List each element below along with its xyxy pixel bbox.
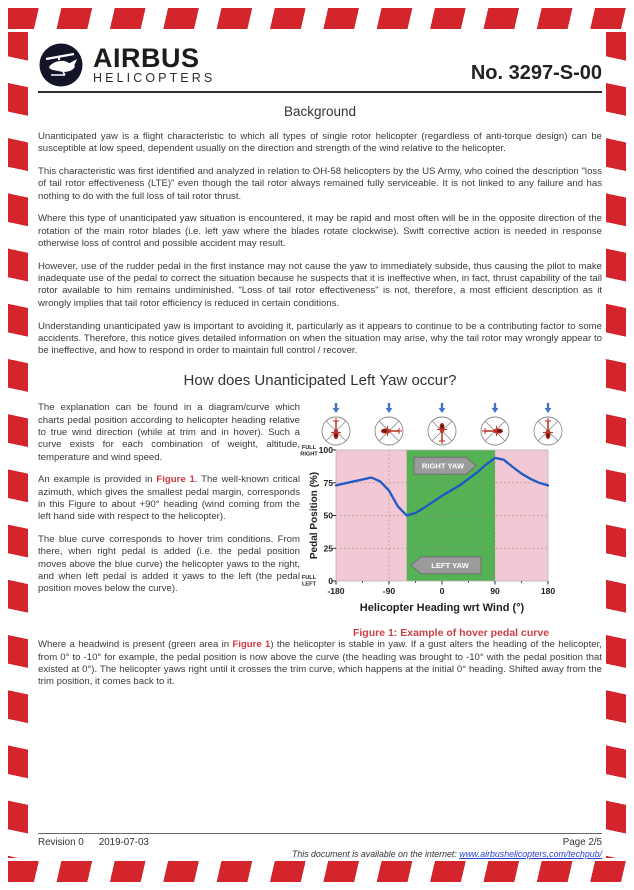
svg-text:-180: -180 <box>327 586 344 596</box>
document-number: No. 3297-S-00 <box>470 62 602 84</box>
techpub-link[interactable]: www.airbushelicopters.com/techpub/ <box>459 849 602 859</box>
svg-text:RIGHT YAW: RIGHT YAW <box>422 462 465 471</box>
footer-row: Revision 0 2019-07-03 Page 2/5 <box>38 837 602 848</box>
figure-caption: Figure 1: Example of hover pedal curve <box>352 627 550 640</box>
figure-column: RIGHT YAW LEFT YAW -180 -90 0 90 180 0 25 50 75 100… <box>300 402 602 639</box>
svg-text:180: 180 <box>541 586 556 596</box>
brand-name: AIRBUS <box>93 42 200 73</box>
wind-arrow-icon <box>438 403 446 414</box>
svg-text:LEFT: LEFT <box>302 582 317 588</box>
y-axis-label: Pedal Position (%) <box>309 472 320 559</box>
svg-text:50: 50 <box>323 511 333 521</box>
hazard-border-left <box>8 32 28 858</box>
page-number: Page 2/5 <box>562 837 602 848</box>
wind-arrow-icon <box>491 403 499 414</box>
airbus-helicopters-logo-icon <box>39 43 83 87</box>
paragraph-4: However, use of the rudder pedal in the … <box>38 260 602 309</box>
svg-text:LEFT YAW: LEFT YAW <box>431 562 469 571</box>
bottom-paragraph-pre: Where a headwind is present (green area … <box>38 639 233 651</box>
bottom-paragraph: Where a headwind is present (green area … <box>38 639 602 688</box>
hazard-border-top <box>8 8 626 29</box>
trim-curve <box>334 457 550 518</box>
svg-text:FULL: FULL <box>302 575 317 581</box>
left-paragraph-1: The explanation can be found in a diagra… <box>38 402 300 463</box>
brand-text: AIRBUS HELICOPTERS <box>93 42 216 85</box>
svg-text:0: 0 <box>440 586 445 596</box>
helicopter-heading-icon <box>321 417 351 446</box>
section-title-unanticipated-left-yaw: How does Unanticipated Left Yaw occur? <box>183 372 457 390</box>
footer-divider <box>38 833 602 834</box>
left-paragraph-2: An example is provided in Figure 1. The … <box>38 474 300 523</box>
svg-text:-90: -90 <box>383 586 396 596</box>
hover-pedal-curve-chart: RIGHT YAW LEFT YAW -180 -90 0 90 180 0 25 50 75 100… <box>300 403 563 614</box>
revision-block: Revision 0 2019-07-03 <box>38 837 149 848</box>
document-footer: Revision 0 2019-07-03 Page 2/5 This docum… <box>38 833 602 859</box>
availability-note: This document is available on the intern… <box>38 849 602 859</box>
paragraph-5: Understanding unanticipated yaw is impor… <box>38 320 602 357</box>
logo-block: AIRBUS HELICOPTERS <box>38 42 215 88</box>
brand-subtitle: HELICOPTERS <box>93 70 216 85</box>
hazard-border-bottom <box>8 861 626 882</box>
svg-text:25: 25 <box>323 544 333 554</box>
figure-1-reference: Figure 1 <box>156 474 195 486</box>
availability-text: This document is available on the intern… <box>291 849 460 859</box>
svg-text:RIGHT: RIGHT <box>300 452 318 458</box>
x-axis-label: Helicopter Heading wrt Wind (°) <box>360 602 525 614</box>
hazard-border-right <box>606 32 626 858</box>
helicopter-heading-icon <box>480 417 510 446</box>
helicopter-heading-icon <box>427 417 457 446</box>
document-content: AIRBUS HELICOPTERS No. 3297-S-00 Backgro… <box>38 42 602 699</box>
left-yaw-arrow <box>410 556 482 575</box>
bottom-paragraph-post: ) the helicopter is stable in yaw. If a … <box>38 639 602 688</box>
explanation-column: The explanation can be found in a diagra… <box>38 402 300 639</box>
revision-date: 2019-07-03 <box>98 837 149 848</box>
paragraph-3: Where this type of unanticipated yaw sit… <box>38 213 602 250</box>
svg-text:75: 75 <box>323 478 333 488</box>
paragraph-1: Unanticipated yaw is a flight characteri… <box>38 131 602 155</box>
two-column-section: The explanation can be found in a diagra… <box>38 402 602 639</box>
right-yaw-arrow <box>413 457 477 476</box>
svg-text:FULL: FULL <box>302 445 317 451</box>
svg-text:90: 90 <box>490 586 500 596</box>
wind-arrow-icon <box>544 403 552 414</box>
wind-arrow-icon <box>385 403 393 414</box>
left-paragraph-2-pre: An example is provided in <box>38 474 157 486</box>
helicopter-heading-icon <box>533 417 563 446</box>
wind-arrow-icon <box>332 403 340 414</box>
document-header: AIRBUS HELICOPTERS No. 3297-S-00 <box>38 42 602 93</box>
helicopter-heading-icon <box>374 417 404 446</box>
revision-label: Revision 0 <box>38 837 84 848</box>
svg-text:0: 0 <box>328 576 333 586</box>
section-title-background: Background <box>283 104 357 119</box>
paragraph-2: This characteristic was first identified… <box>38 166 602 202</box>
figure-1-reference-2: Figure 1 <box>232 639 271 651</box>
svg-text:100: 100 <box>319 445 334 455</box>
left-paragraph-2-post: . The well-known critical azimuth, which… <box>38 474 300 523</box>
left-paragraph-3: The blue curve corresponds to hover trim… <box>38 534 300 595</box>
